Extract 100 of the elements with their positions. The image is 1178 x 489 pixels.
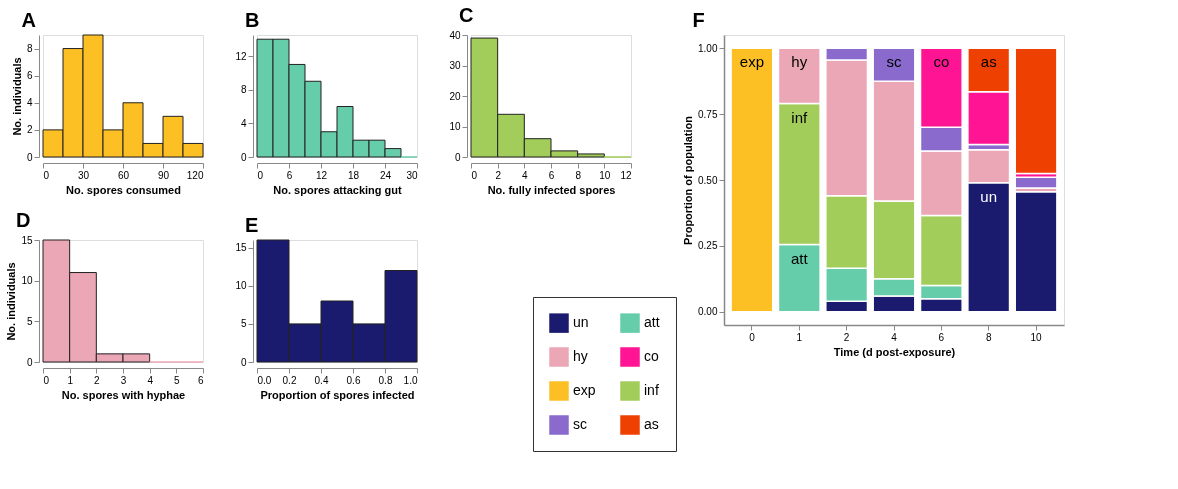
x-tick-label: 0.0 — [257, 374, 272, 386]
x-tick-label: 4 — [522, 169, 529, 181]
y-tick-label: 4 — [26, 97, 33, 109]
y-tick-label: 0 — [454, 151, 461, 163]
y-tick-label: 0 — [26, 356, 33, 368]
x-tick-label: 2 — [843, 331, 850, 343]
x-tick-label: 0 — [471, 169, 478, 181]
y-tick-label: 20 — [449, 90, 461, 102]
annotation: hy — [791, 53, 808, 71]
y-tick-label: 40 — [449, 29, 461, 41]
y-tick-label: 10 — [21, 275, 33, 287]
y-tick-label: 2 — [26, 124, 33, 136]
legend-label: hy — [573, 348, 588, 364]
x-tick-label: 4 — [147, 374, 154, 386]
legend-label: un — [573, 314, 589, 331]
legend-label: exp — [573, 382, 596, 398]
annotation: as — [980, 53, 997, 71]
annotation: inf — [791, 108, 809, 126]
annotation: exp — [739, 53, 765, 71]
y-tick-label: 0 — [240, 356, 247, 368]
y-tick-label: 10 — [449, 121, 461, 132]
x-axis-title: Time (d post-exposure) — [833, 345, 956, 358]
y-tick-label: 5 — [240, 318, 247, 330]
y-tick-label: 0 — [240, 151, 247, 163]
x-tick-label: 1.0 — [403, 374, 418, 386]
x-tick-label: 0.6 — [346, 374, 361, 386]
y-tick-label: 15 — [235, 242, 247, 254]
x-tick-label: 0 — [749, 331, 756, 343]
y-tick-label: 8 — [26, 43, 33, 55]
x-tick-label: 30 — [406, 169, 418, 181]
legend-label: inf — [644, 382, 659, 398]
y-tick-label: 5 — [26, 315, 33, 327]
y-tick-label: 0.00 — [698, 306, 718, 318]
x-tick-label: 4 — [891, 331, 898, 343]
x-tick-label: 10 — [599, 169, 611, 181]
bar — [1014, 191, 1058, 313]
x-axis-title: No. spores attacking gut — [273, 183, 403, 196]
x-tick-label: 90 — [157, 169, 170, 181]
x-tick-label: 0.4 — [314, 374, 329, 386]
annotation: att — [790, 249, 809, 267]
chart-title: E — [244, 213, 259, 236]
x-tick-label: 1 — [67, 374, 74, 386]
x-tick-label: 6 — [548, 169, 555, 181]
chart-title: D — [15, 209, 31, 231]
y-tick-label: 8 — [240, 84, 247, 96]
x-tick-label: 1 — [796, 331, 803, 343]
x-tick-label: 0.2 — [282, 374, 297, 386]
y-tick-label: 30 — [449, 60, 461, 71]
x-tick-label: 0.8 — [378, 374, 393, 386]
x-tick-label: 6 — [286, 169, 293, 181]
x-tick-label: 18 — [347, 169, 360, 181]
legend-label: co — [644, 348, 659, 364]
y-axis-title: Proportion of population — [682, 115, 695, 245]
y-tick-label: 15 — [21, 234, 33, 246]
x-tick-label: 60 — [117, 169, 130, 181]
y-tick-label: 12 — [235, 50, 247, 62]
annotation: co — [933, 53, 950, 71]
x-axis-title: Proportion of spores infected — [260, 388, 415, 401]
x-tick-label: 3 — [120, 374, 127, 386]
chart-title: C — [458, 4, 474, 26]
x-tick-label: 12 — [620, 169, 632, 181]
y-tick-label: 0 — [26, 151, 33, 163]
y-axis-title: No. individuals — [5, 262, 18, 341]
x-tick-label: 0 — [257, 169, 264, 181]
x-tick-label: 6 — [197, 374, 204, 386]
annotation: un — [980, 187, 998, 205]
x-tick-label: 0 — [43, 374, 50, 386]
legend-label: as — [644, 416, 659, 432]
x-tick-label: 2 — [94, 374, 101, 386]
legend-label: sc — [573, 416, 587, 432]
x-tick-label: 5 — [174, 374, 181, 386]
x-tick-label: 30 — [77, 169, 90, 181]
x-axis-title: No. fully infected spores — [487, 183, 616, 196]
y-tick-label: 0.25 — [698, 240, 718, 252]
y-tick-label: 6 — [26, 70, 33, 82]
x-tick-label: 8 — [985, 331, 992, 343]
bar — [1014, 47, 1058, 175]
y-axis-title: No. individuals — [10, 57, 23, 136]
x-tick-label: 8 — [575, 169, 582, 181]
chart-title: A — [21, 8, 36, 31]
x-tick-label: 10 — [1030, 331, 1043, 343]
y-tick-label: 4 — [240, 117, 247, 129]
bar — [730, 47, 774, 313]
bar — [1014, 176, 1058, 189]
chart-title: B — [244, 9, 260, 31]
x-axis-title: No. spores consumed — [66, 183, 181, 196]
x-tick-label: 12 — [315, 169, 328, 181]
y-tick-label: 0.50 — [698, 174, 718, 186]
x-tick-label: 6 — [938, 331, 945, 343]
y-tick-label: 10 — [235, 280, 247, 292]
y-tick-label: 1.00 — [698, 42, 718, 54]
annotation: sc — [886, 53, 902, 71]
y-tick-label: 0.75 — [698, 108, 718, 120]
x-tick-label: 120 — [186, 169, 204, 181]
x-axis-title: No. spores with hyphae — [61, 388, 186, 401]
x-tick-label: 0 — [43, 169, 50, 181]
chart-title: F — [692, 9, 705, 31]
legend-label: att — [644, 314, 660, 331]
x-tick-label: 24 — [379, 169, 392, 181]
x-tick-label: 2 — [495, 169, 502, 181]
